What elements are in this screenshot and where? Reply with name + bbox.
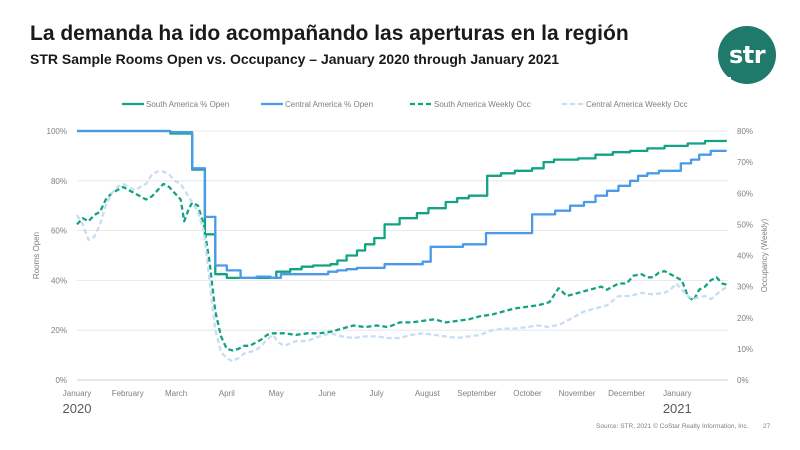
x-tick-label: October (513, 389, 542, 398)
legend-label: South America % Open (146, 100, 229, 109)
chart-subtitle: STR Sample Rooms Open vs. Occupancy – Ja… (30, 51, 560, 67)
y2-tick-label: 40% (737, 252, 753, 261)
x-tick-label: July (369, 389, 383, 398)
y2-tick-label: 10% (737, 345, 753, 354)
y2-tick-label: 60% (737, 189, 753, 198)
y2-tick-label: 50% (737, 220, 753, 229)
x-tick-label: December (608, 389, 645, 398)
y2-tick-label: 70% (737, 158, 753, 167)
x-tick-label: January (663, 389, 691, 398)
x-year-label: 2021 (663, 401, 692, 416)
y-tick-label: 100% (47, 127, 67, 136)
y-tick-label: 80% (51, 177, 67, 186)
x-tick-label: September (457, 389, 496, 398)
page-number: 27 (763, 423, 771, 430)
logo-text: str (728, 41, 766, 69)
x-tick-label: April (219, 389, 235, 398)
y-tick-label: 60% (51, 227, 67, 236)
x-year-label: 2020 (63, 401, 92, 416)
y-axis-title: Rooms Open (32, 232, 41, 279)
x-tick-label: November (559, 389, 596, 398)
series-line-2 (77, 129, 727, 280)
y-tick-label: 0% (55, 376, 67, 385)
y2-tick-label: 30% (737, 283, 753, 292)
source-note: Source: STR, 2021 © CoStar Realty Inform… (596, 423, 749, 430)
y2-tick-label: 80% (737, 127, 753, 136)
series-line-1 (77, 129, 727, 280)
y2-tick-label: 0% (737, 376, 749, 385)
x-tick-label: June (318, 389, 336, 398)
y-tick-label: 40% (51, 276, 67, 285)
legend-label: Central America Weekly Occ (586, 100, 688, 109)
logo-underline (721, 77, 731, 79)
x-tick-label: January (63, 389, 91, 398)
page-title: La demanda ha ido acompañando las apertu… (30, 22, 629, 45)
str-logo: str (718, 26, 776, 84)
y2-tick-label: 20% (737, 314, 753, 323)
legend-label: South America Weekly Occ (434, 100, 531, 109)
y2-axis-title: Occupancy (Weekly) (760, 218, 769, 292)
series-line-3 (76, 182, 729, 352)
x-tick-label: May (269, 389, 284, 398)
x-tick-label: March (165, 389, 187, 398)
x-tick-label: February (112, 389, 144, 398)
legend-label: Central America % Open (285, 100, 373, 109)
x-tick-label: August (415, 389, 441, 398)
y-tick-label: 20% (51, 326, 67, 335)
series-line-4 (76, 170, 729, 363)
